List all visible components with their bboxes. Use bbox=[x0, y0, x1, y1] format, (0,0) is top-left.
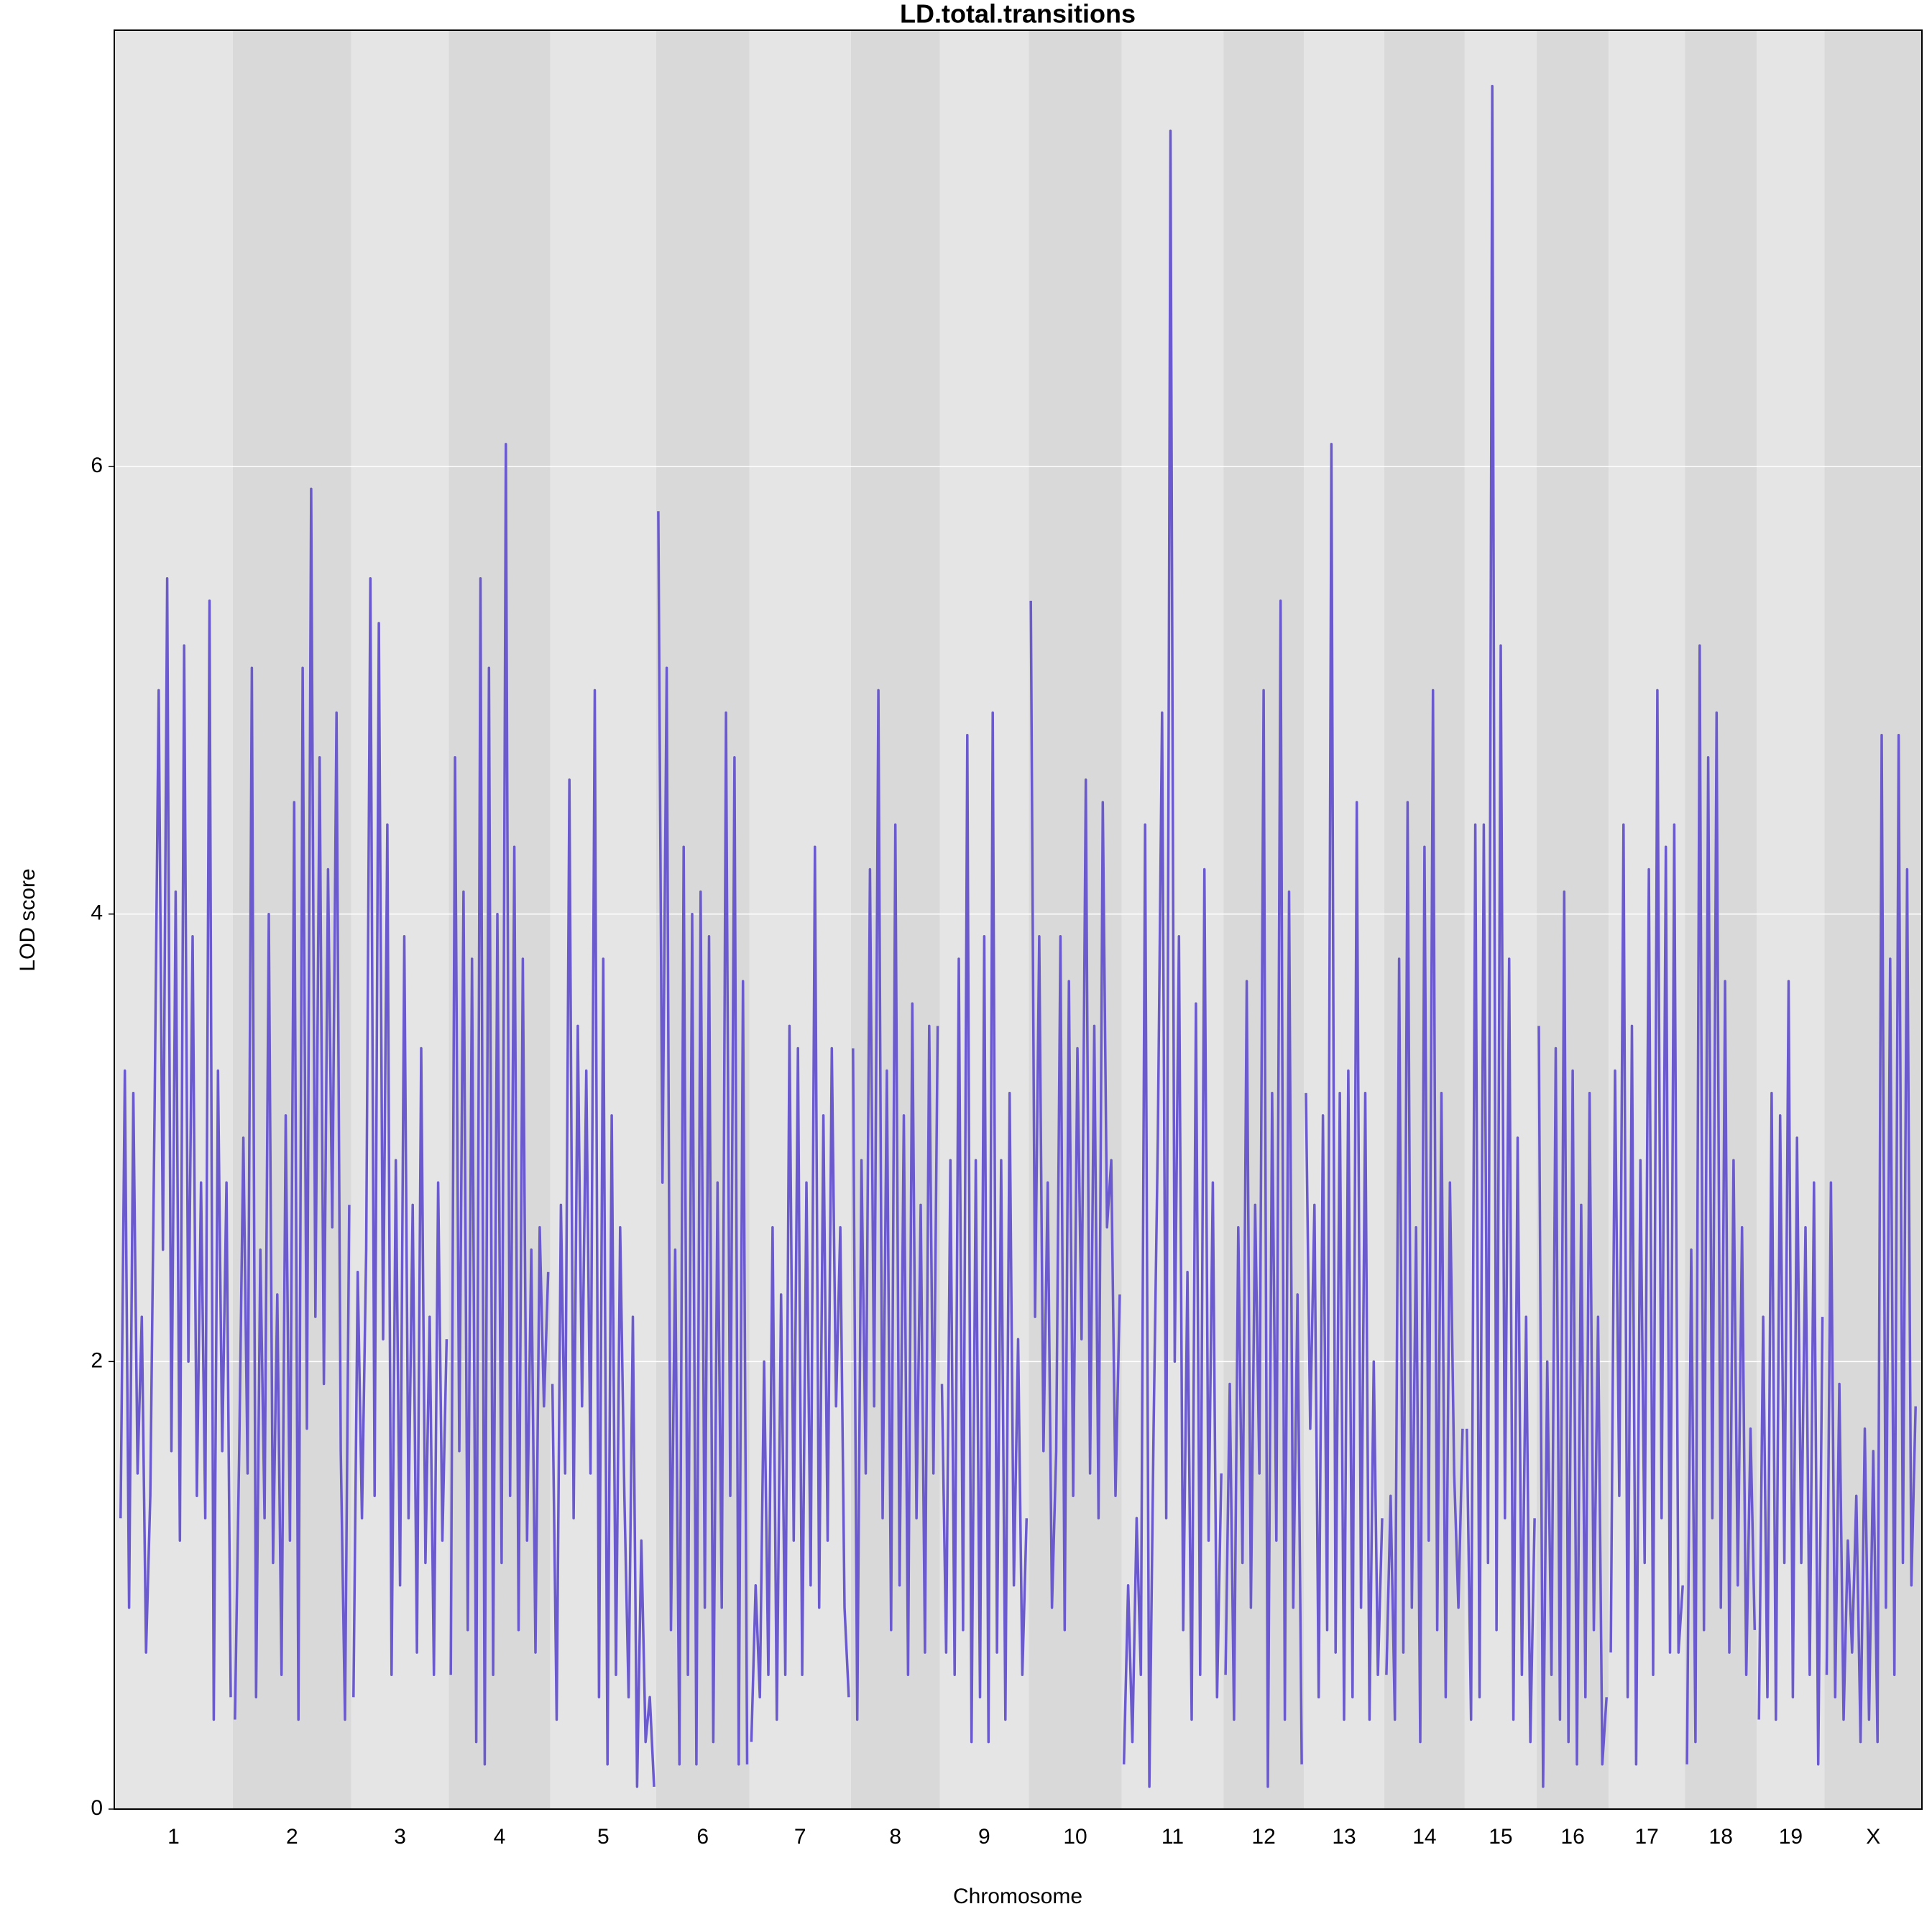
x-tick-label: 14 bbox=[1412, 1825, 1436, 1849]
lod-line bbox=[852, 689, 939, 1721]
x-tick-label: X bbox=[1866, 1825, 1880, 1849]
y-axis-title: LOD score bbox=[16, 868, 40, 971]
x-tick-label: 19 bbox=[1779, 1825, 1803, 1849]
x-tick-label: 12 bbox=[1251, 1825, 1275, 1849]
x-tick-label: 16 bbox=[1560, 1825, 1584, 1849]
lod-line bbox=[1466, 85, 1536, 1744]
x-tick-label: 10 bbox=[1063, 1825, 1087, 1849]
lod-line bbox=[1685, 644, 1757, 1765]
x-tick-label: 6 bbox=[696, 1825, 709, 1849]
lod-line bbox=[1537, 890, 1608, 1788]
lod-line bbox=[1122, 129, 1223, 1788]
lod-line bbox=[750, 845, 850, 1742]
x-tick-label: 2 bbox=[286, 1825, 298, 1849]
lod-line bbox=[119, 576, 232, 1721]
chromosome-band bbox=[1537, 30, 1609, 1809]
y-tick-label: 6 bbox=[91, 454, 103, 477]
chromosome-band bbox=[1609, 30, 1685, 1809]
lod-line bbox=[352, 576, 448, 1698]
lod-line bbox=[1385, 689, 1464, 1744]
x-tick-label: 1 bbox=[167, 1825, 180, 1849]
x-tick-label: 5 bbox=[597, 1825, 610, 1849]
chart-title: LD.total.transitions bbox=[900, 0, 1136, 29]
x-tick-label: 8 bbox=[889, 1825, 901, 1849]
chromosome-band bbox=[1029, 30, 1122, 1809]
lod-line bbox=[657, 511, 749, 1766]
plot-frame bbox=[114, 29, 1923, 1810]
y-tick-label: 0 bbox=[91, 1796, 103, 1820]
x-tick-label: 7 bbox=[794, 1825, 806, 1849]
y-tick-label: 4 bbox=[91, 901, 103, 925]
lod-line bbox=[940, 711, 1029, 1744]
x-tick-label: 4 bbox=[494, 1825, 506, 1849]
x-tick-label: 15 bbox=[1489, 1825, 1512, 1849]
lod-line bbox=[234, 487, 351, 1721]
lod-line bbox=[1609, 689, 1684, 1766]
lod-line bbox=[1825, 733, 1917, 1744]
lod-line bbox=[1224, 599, 1303, 1788]
x-tick-label: 17 bbox=[1634, 1825, 1658, 1849]
lod-line bbox=[1305, 443, 1384, 1721]
lod-line bbox=[449, 443, 550, 1766]
x-tick-label: 13 bbox=[1332, 1825, 1356, 1849]
lod-lines bbox=[119, 85, 1917, 1788]
lod-line bbox=[551, 689, 656, 1788]
x-tick-label: 18 bbox=[1709, 1825, 1733, 1849]
x-tick-label: 3 bbox=[394, 1825, 406, 1849]
y-tick-label: 2 bbox=[91, 1348, 103, 1372]
x-tick-label: 9 bbox=[978, 1825, 990, 1849]
x-axis-title: Chromosome bbox=[953, 1885, 1082, 1908]
lod-line bbox=[1029, 600, 1121, 1632]
lod-line bbox=[1757, 980, 1824, 1766]
x-tick-label: 11 bbox=[1162, 1825, 1184, 1849]
